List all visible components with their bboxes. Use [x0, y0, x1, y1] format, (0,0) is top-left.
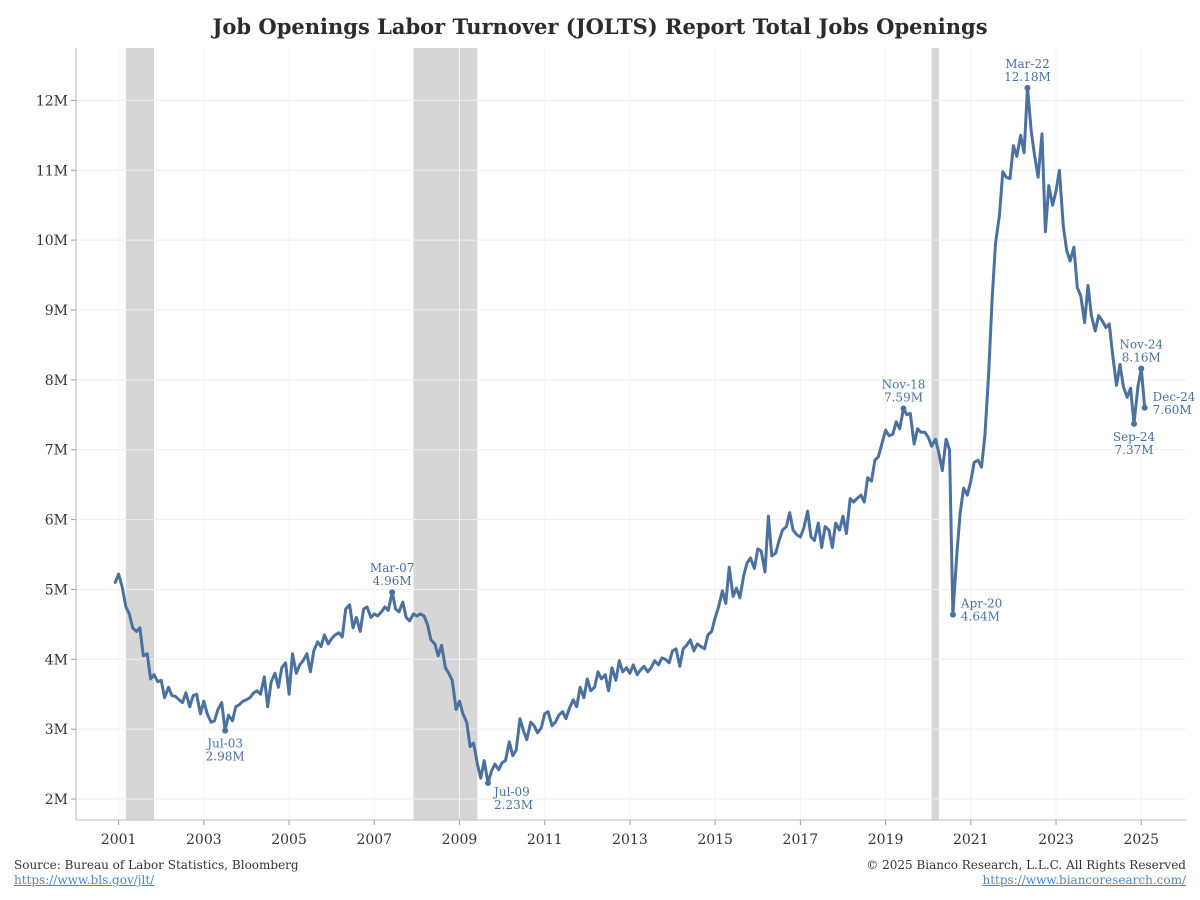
annotation-date-label: Mar-07	[370, 561, 415, 575]
annotation-value-label: 2.98M	[206, 750, 245, 764]
y-tick-label: 5M	[45, 582, 68, 598]
y-tick-label: 6M	[45, 513, 68, 529]
annotation-date-label: Jul-09	[492, 785, 530, 799]
axes: 2M 3M 4M 5M 6M 7M 8M 9M 10M 11M 12M 2001 2003 2005 200…	[36, 48, 1186, 848]
annotation-point	[1138, 365, 1145, 372]
annotation-date-label: Jul-03	[205, 737, 243, 751]
annotation-date-label: Nov-24	[1119, 338, 1163, 352]
y-tick-label: 11M	[36, 163, 68, 179]
x-tick-label: 2011	[527, 832, 563, 848]
annotation-value-label: 2.23M	[494, 798, 533, 812]
annotation-point	[485, 779, 492, 786]
annotation-point	[900, 405, 907, 412]
x-tick-label: 2005	[271, 832, 307, 848]
copyright-note: © 2025 Bianco Research, L.L.C. All Right…	[866, 858, 1186, 872]
y-tick-label: 10M	[36, 233, 68, 249]
series-line-0	[113, 86, 1147, 785]
x-tick-label: 2019	[868, 832, 904, 848]
x-tick-label: 2003	[186, 832, 222, 848]
y-tick-label: 8M	[45, 373, 68, 389]
annotation-point	[389, 589, 396, 596]
source-note: Source: Bureau of Labor Statistics, Bloo…	[14, 858, 299, 872]
y-tick-label: 7M	[45, 443, 68, 459]
annotation-date-label: Nov-18	[882, 377, 926, 391]
annotation-date-label: Dec-24	[1153, 390, 1196, 404]
x-tick-label: 2021	[953, 832, 989, 848]
recession-band-0	[125, 48, 154, 820]
copyright-link-wrap: https://www.biancoresearch.com/	[982, 873, 1186, 887]
y-tick-label: 9M	[45, 303, 68, 319]
x-tick-label: 2013	[612, 832, 648, 848]
x-tick-label: 2009	[442, 832, 478, 848]
recession-band-1	[413, 48, 478, 820]
x-tick-label: 2007	[356, 832, 392, 848]
annotation-value-label: 4.96M	[373, 574, 412, 588]
annotation-point	[949, 611, 956, 618]
annotation-value-label: 7.37M	[1115, 443, 1154, 457]
recession-band-2	[931, 48, 939, 820]
x-tick-label: 2023	[1038, 832, 1074, 848]
annotation-date-label: Sep-24	[1113, 430, 1156, 444]
y-tick-label: 2M	[45, 792, 68, 808]
y-tick-label: 12M	[36, 93, 68, 109]
copyright-link[interactable]: https://www.biancoresearch.com/	[982, 873, 1186, 887]
x-tick-label: 2025	[1123, 832, 1159, 848]
x-tick-label: 2015	[697, 832, 733, 848]
annotation-date-label: Apr-20	[960, 597, 1002, 611]
annotation-value-label: 7.59M	[884, 390, 923, 404]
annotation-point	[1024, 84, 1031, 91]
source-link[interactable]: https://www.bls.gov/jlt/	[14, 873, 155, 887]
annotation-point	[1131, 420, 1138, 427]
gridlines	[76, 48, 1186, 820]
annotation-value-label: 12.18M	[1004, 70, 1051, 84]
annotation-layer: Jul-032.98MMar-074.96MJul-092.23MNov-187…	[205, 57, 1196, 812]
y-tick-label: 4M	[45, 652, 68, 668]
annotation-value-label: 8.16M	[1122, 351, 1161, 365]
annotation-date-label: Mar-22	[1005, 57, 1050, 71]
annotation-value-label: 4.64M	[961, 610, 1000, 624]
series-line-layer	[113, 86, 1147, 785]
annotation-point	[1141, 404, 1148, 411]
chart-title: Job Openings Labor Turnover (JOLTS) Repo…	[212, 14, 988, 39]
annotation-point	[222, 727, 229, 734]
y-tick-label: 3M	[45, 722, 68, 738]
source-link-wrap: https://www.bls.gov/jlt/	[14, 873, 154, 887]
x-tick-label: 2001	[101, 832, 137, 848]
annotation-value-label: 7.60M	[1153, 403, 1192, 417]
x-tick-label: 2017	[783, 832, 819, 848]
recession-bands	[125, 48, 939, 820]
